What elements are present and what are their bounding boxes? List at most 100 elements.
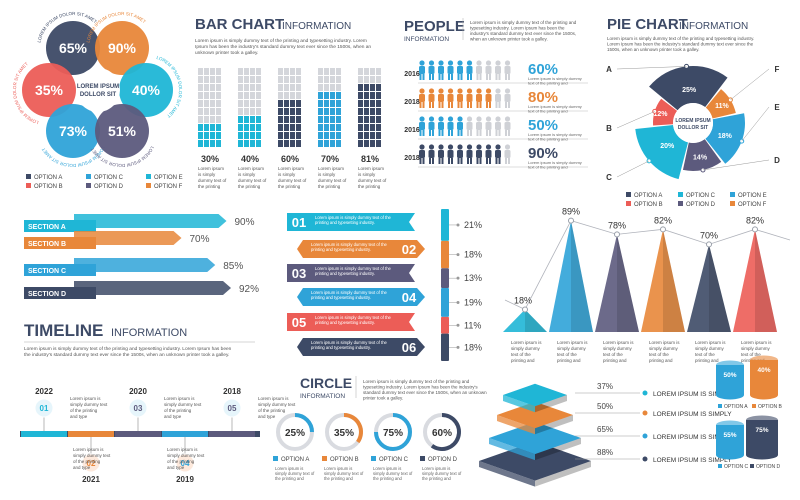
person-body [428, 122, 435, 130]
circle-progress [343, 413, 363, 444]
person-head [495, 116, 501, 122]
layer-side-dark [535, 461, 591, 487]
person-body [419, 66, 425, 74]
ribbon-number: 02 [402, 242, 416, 257]
bar-cell [204, 124, 209, 131]
person-leg [467, 130, 469, 136]
bar-cell [376, 116, 381, 123]
legend-label: OPTION E [738, 193, 767, 199]
bar-cell [370, 108, 375, 115]
bar-cell [330, 76, 335, 83]
ribbon-number: 05 [292, 315, 306, 330]
stacked-segment [441, 288, 449, 317]
person-icon [504, 144, 511, 164]
pie-slice-label: 12% [653, 111, 668, 118]
person-leg [476, 102, 479, 108]
person-icon [438, 60, 444, 80]
bar-cell [278, 100, 283, 107]
person-body [466, 94, 473, 102]
bar-cell [284, 84, 289, 91]
circle-description: Lorem ipsum is simply dummy text of the … [363, 379, 470, 384]
person-leg [495, 130, 498, 136]
person-head [495, 60, 501, 66]
person-head [476, 144, 482, 150]
bar-caption: is simply [238, 172, 256, 177]
person-head [485, 88, 492, 94]
bar-cell [330, 140, 335, 147]
bar-cell [198, 132, 203, 139]
circle-value: 75% [383, 428, 403, 439]
bar-cell [370, 84, 375, 91]
bar-cell [376, 124, 381, 131]
peak-shade [663, 229, 685, 332]
person-head [447, 60, 454, 66]
section-label: SECTION A [28, 224, 66, 231]
person-leg [498, 130, 501, 136]
bar-cell [216, 84, 221, 91]
section-label: SECTION B [28, 241, 66, 248]
bar-caption: the printing [198, 184, 221, 189]
bar-caption: dummy text of [318, 178, 347, 183]
bar-cell [364, 140, 369, 147]
person-leg [508, 74, 510, 80]
bar-cell [238, 108, 243, 115]
ribbon-text: Lorem ipsum is simply dummy text of the [315, 215, 392, 220]
person-leg [441, 102, 444, 108]
pie-slice [705, 89, 736, 119]
layer-text: LOREM IPSUM IS SIMPLY [653, 411, 732, 418]
person-icon [419, 116, 425, 136]
cylinder-top [746, 415, 778, 425]
bar-cell [238, 92, 243, 99]
person-body [476, 66, 482, 74]
person-body [466, 66, 473, 74]
stacked-dot [456, 345, 460, 349]
pie-letter: D [774, 156, 780, 165]
bar-cell [370, 68, 375, 75]
ribbon-text: Lorem ipsum is simply dummy text of the [311, 242, 388, 247]
bar-value-label: 70% [321, 154, 339, 164]
ribbon-number: 03 [292, 266, 306, 281]
person-head [504, 116, 511, 122]
bar-cell [210, 124, 215, 131]
person-icon [476, 88, 482, 108]
bar-value-label: 81% [361, 154, 379, 164]
bar-cell [370, 100, 375, 107]
peak-caption: text of the [695, 352, 715, 357]
person-head [485, 116, 492, 122]
bar-cell [376, 68, 381, 75]
bar-chart-title: BAR CHART [195, 16, 284, 33]
legend-swatch [420, 456, 425, 461]
timeline-segment [209, 431, 255, 437]
peak-triangle [687, 244, 731, 332]
person-leg [457, 130, 460, 136]
person-body [447, 94, 454, 102]
person-icon [504, 88, 511, 108]
circle-caption: Lorem ipsum is [373, 466, 401, 471]
bar-cell [244, 124, 249, 131]
timeline-caption: of the printing [164, 408, 192, 413]
people-title: PEOPLE [404, 18, 465, 35]
bar-cell [324, 100, 329, 107]
timeline-caption: Lorem ipsum is [164, 396, 195, 401]
cylinder-body [750, 360, 778, 400]
bar-cell [364, 116, 369, 123]
bar-cell [318, 132, 323, 139]
venn-value: 65% [59, 40, 88, 56]
person-head [476, 88, 482, 94]
person-leg [419, 158, 422, 164]
person-head [457, 88, 463, 94]
ribbon-text: printing and typesetting industry. [315, 320, 375, 325]
venn-circle-3 [22, 63, 76, 117]
stacked-dot [456, 300, 460, 304]
bar-cell [358, 132, 363, 139]
pie-slice-label: 11% [715, 103, 729, 110]
pie-center-text: DOLLOR SIT [678, 125, 708, 131]
people-year: 2016 [404, 71, 420, 78]
bar-caption: Lorem ipsum [278, 166, 304, 171]
bar-cell [256, 84, 261, 91]
person-head [485, 60, 492, 66]
bar-cell [256, 116, 261, 123]
peak-value: 18% [514, 295, 532, 305]
peak-triangle [503, 309, 547, 332]
person-leg [457, 102, 460, 108]
